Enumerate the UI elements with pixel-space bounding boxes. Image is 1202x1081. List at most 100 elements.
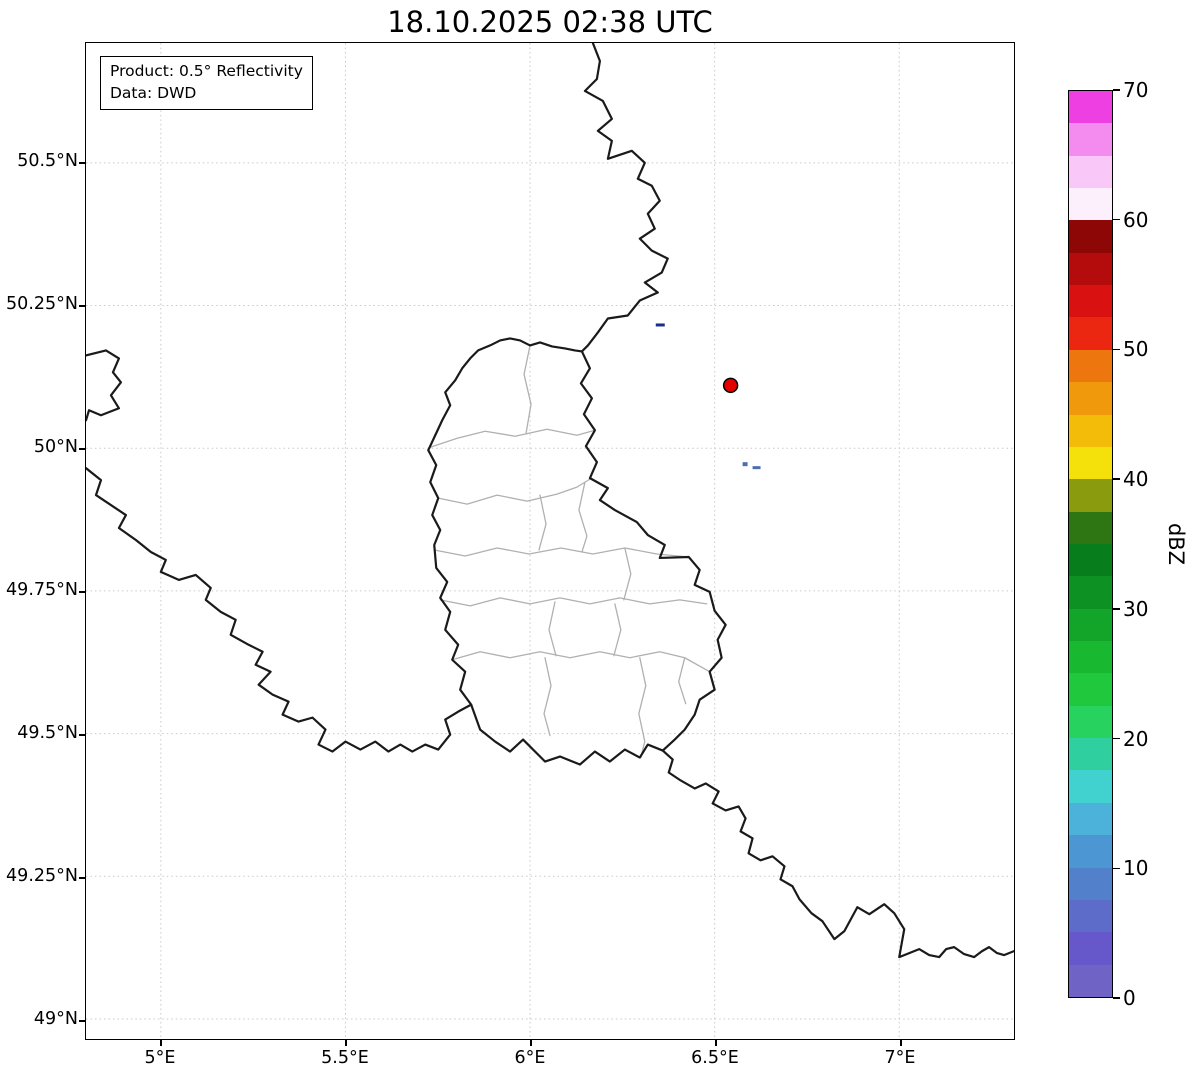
district-border <box>548 601 557 657</box>
colorbar-segment <box>1069 511 1112 544</box>
x-tick-mark <box>345 1040 347 1046</box>
colorbar-segment <box>1069 641 1112 674</box>
colorbar <box>1068 90 1113 998</box>
colorbar-tick-label: 40 <box>1123 467 1149 492</box>
colorbar-segment <box>1069 317 1112 350</box>
product-info-box: Product: 0.5° Reflectivity Data: DWD <box>100 56 313 111</box>
district-border <box>523 344 532 434</box>
y-tick-label: 49.75°N <box>6 580 78 600</box>
country-border <box>427 337 727 766</box>
district-border <box>429 428 596 448</box>
colorbar-segment <box>1069 673 1112 706</box>
y-tick-mark <box>79 734 85 736</box>
colorbar-tick-label: 20 <box>1123 726 1149 751</box>
district-border <box>451 651 711 673</box>
district-border <box>578 481 588 553</box>
radar-echo <box>742 462 748 467</box>
district-border <box>543 657 552 737</box>
colorbar-tick-mark <box>1113 737 1120 740</box>
x-tick-mark <box>900 1040 902 1046</box>
colorbar-tick-label: 10 <box>1123 856 1149 881</box>
colorbar-tick-label: 30 <box>1123 596 1149 621</box>
colorbar-segment <box>1069 123 1112 156</box>
colorbar-segment <box>1069 835 1112 868</box>
district-border <box>439 597 708 607</box>
district-border <box>613 603 622 657</box>
y-tick-mark <box>79 877 85 879</box>
colorbar-tick-mark <box>1113 997 1120 999</box>
district-border <box>678 657 687 705</box>
country-border <box>86 349 123 422</box>
y-tick-mark <box>79 162 85 164</box>
map-plot-area: Product: 0.5° Reflectivity Data: DWD <box>85 42 1015 1040</box>
x-tick-mark <box>530 1040 532 1046</box>
y-tick-label: 50.25°N <box>6 294 78 314</box>
data-source-label: Data: DWD <box>110 83 197 102</box>
district-border <box>433 547 690 558</box>
colorbar-segment <box>1069 220 1112 253</box>
colorbar-segment <box>1069 899 1112 933</box>
colorbar-segment <box>1069 576 1112 609</box>
colorbar-tick-mark <box>1113 218 1120 221</box>
colorbar-segment <box>1069 932 1112 965</box>
country-border <box>580 43 669 353</box>
colorbar-segment <box>1069 252 1112 286</box>
country-border <box>661 749 1014 959</box>
x-tick-label: 5°E <box>144 1048 176 1068</box>
colorbar-segment <box>1069 770 1112 803</box>
y-tick-label: 49.5°N <box>17 723 78 743</box>
x-tick-mark <box>715 1040 717 1046</box>
colorbar-tick-mark <box>1113 348 1120 351</box>
colorbar-tick-label: 0 <box>1123 986 1136 1010</box>
colorbar-segment <box>1069 446 1112 480</box>
colorbar-tick-label: 50 <box>1123 337 1149 362</box>
colorbar-axis-label: dBZ <box>1164 522 1188 566</box>
x-tick-label: 7°E <box>884 1048 916 1068</box>
x-tick-label: 5.5°E <box>321 1048 369 1068</box>
y-tick-label: 50°N <box>33 437 78 457</box>
y-tick-label: 50.5°N <box>17 151 78 171</box>
district-border <box>623 547 632 601</box>
y-tick-label: 49°N <box>33 1009 78 1029</box>
colorbar-segment <box>1069 738 1112 771</box>
radar-site-marker <box>722 377 739 394</box>
colorbar-segment <box>1069 802 1112 836</box>
y-tick-label: 49.25°N <box>6 866 78 886</box>
colorbar-segment <box>1069 382 1112 415</box>
colorbar-segment <box>1069 349 1112 383</box>
y-tick-mark <box>79 448 85 450</box>
y-tick-mark <box>79 1020 85 1022</box>
colorbar-tick-mark <box>1113 89 1120 91</box>
plot-title: 18.10.2025 02:38 UTC <box>387 5 713 39</box>
country-border <box>86 467 473 753</box>
product-label: Product: 0.5° Reflectivity <box>110 62 303 80</box>
colorbar-tick-mark <box>1113 867 1120 870</box>
x-tick-label: 6°E <box>514 1048 546 1068</box>
colorbar-segment <box>1069 964 1112 997</box>
district-border <box>638 657 647 759</box>
colorbar-segment <box>1069 155 1112 189</box>
colorbar-tick-label: 70 <box>1123 78 1149 102</box>
colorbar-segment <box>1069 705 1112 739</box>
x-tick-mark <box>160 1040 162 1046</box>
radar-echo <box>752 466 761 470</box>
radar-echo <box>655 323 665 327</box>
colorbar-segment <box>1069 90 1112 124</box>
colorbar-segment <box>1069 188 1112 221</box>
colorbar-segment <box>1069 867 1112 900</box>
x-tick-label: 6.5°E <box>691 1048 739 1068</box>
colorbar-segment <box>1069 543 1112 577</box>
district-border <box>437 478 591 505</box>
y-tick-mark <box>79 305 85 307</box>
map-canvas <box>86 43 1014 1039</box>
colorbar-segment <box>1069 608 1112 642</box>
colorbar-tick-mark <box>1113 608 1120 610</box>
district-border <box>538 494 547 551</box>
colorbar-segment <box>1069 285 1112 318</box>
colorbar-tick-mark <box>1113 478 1120 480</box>
colorbar-segment <box>1069 479 1112 512</box>
y-tick-mark <box>79 591 85 593</box>
colorbar-tick-label: 60 <box>1123 207 1149 232</box>
colorbar-segment <box>1069 414 1112 447</box>
